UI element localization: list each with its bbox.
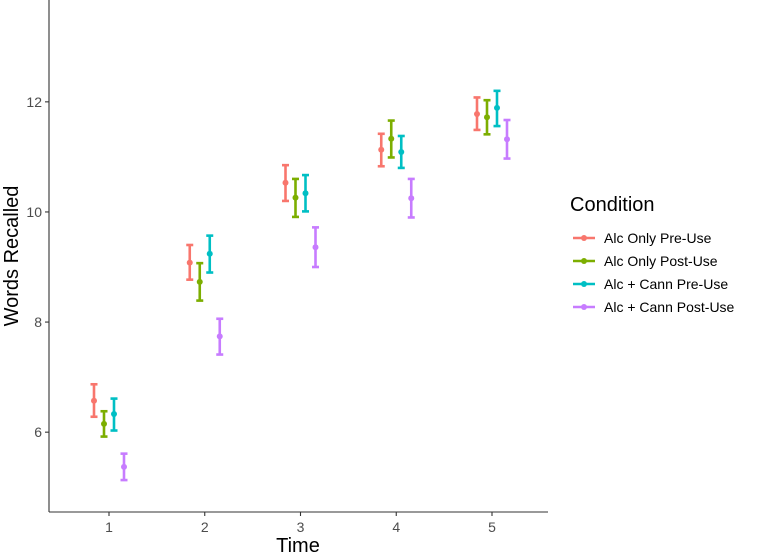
x-tick-label: 3: [297, 519, 305, 535]
data-point: [101, 420, 107, 427]
legend-title: Condition: [570, 194, 655, 216]
legend: Condition Alc Only Pre-Use Alc Only Post-…: [570, 194, 735, 315]
data-point: [408, 195, 415, 202]
data-point: [91, 397, 97, 404]
data-point: [504, 136, 510, 143]
data-point: [292, 194, 299, 201]
legend-label: Alc Only Pre-Use: [604, 230, 712, 246]
data-point: [474, 110, 480, 117]
data-point: [302, 190, 309, 197]
data-point: [378, 146, 385, 153]
data-point: [111, 411, 117, 418]
series-4: [120, 118, 511, 482]
series-3: [110, 89, 501, 432]
data-point: [388, 135, 395, 142]
series-1: [90, 96, 481, 419]
x-tick-label: 5: [488, 519, 496, 535]
legend-item: Alc + Cann Post-Use: [573, 299, 735, 315]
data-point: [398, 148, 405, 155]
legend-item: Alc Only Pre-Use: [573, 230, 712, 246]
data-point: [312, 244, 319, 251]
legend-key-point: [581, 235, 587, 241]
x-ticks: 1 2 3 4 5: [105, 512, 496, 535]
y-tick-label: 12: [26, 94, 42, 110]
legend-label: Alc Only Post-Use: [604, 253, 718, 269]
data-point: [196, 278, 203, 285]
legend-key-point: [581, 281, 587, 287]
x-tick-label: 1: [105, 519, 113, 535]
series-2: [100, 98, 491, 438]
y-tick-label: 8: [34, 314, 42, 330]
y-tick-label: 6: [34, 424, 42, 440]
legend-key-point: [581, 304, 587, 310]
legend-item: Alc Only Post-Use: [573, 253, 718, 269]
data-point: [186, 259, 193, 266]
legend-item: Alc + Cann Pre-Use: [573, 276, 728, 292]
legend-label: Alc + Cann Post-Use: [604, 299, 735, 315]
y-tick-label: 10: [26, 204, 42, 220]
data-point: [484, 114, 490, 121]
series-layer: [90, 89, 511, 482]
data-point: [494, 104, 500, 111]
data-point: [121, 463, 127, 470]
x-axis-title: Time: [276, 535, 320, 556]
y-ticks: 6 8 10 12: [26, 94, 49, 440]
x-tick-label: 2: [201, 519, 209, 535]
x-tick-label: 4: [392, 519, 400, 535]
data-point: [206, 250, 213, 257]
data-point: [216, 333, 223, 340]
legend-label: Alc + Cann Pre-Use: [604, 276, 728, 292]
y-axis-title: Words Recalled: [1, 186, 23, 327]
legend-key-point: [581, 258, 587, 264]
legend-items: Alc Only Pre-Use Alc Only Post-Use Alc + C…: [573, 230, 735, 315]
data-point: [282, 179, 289, 186]
